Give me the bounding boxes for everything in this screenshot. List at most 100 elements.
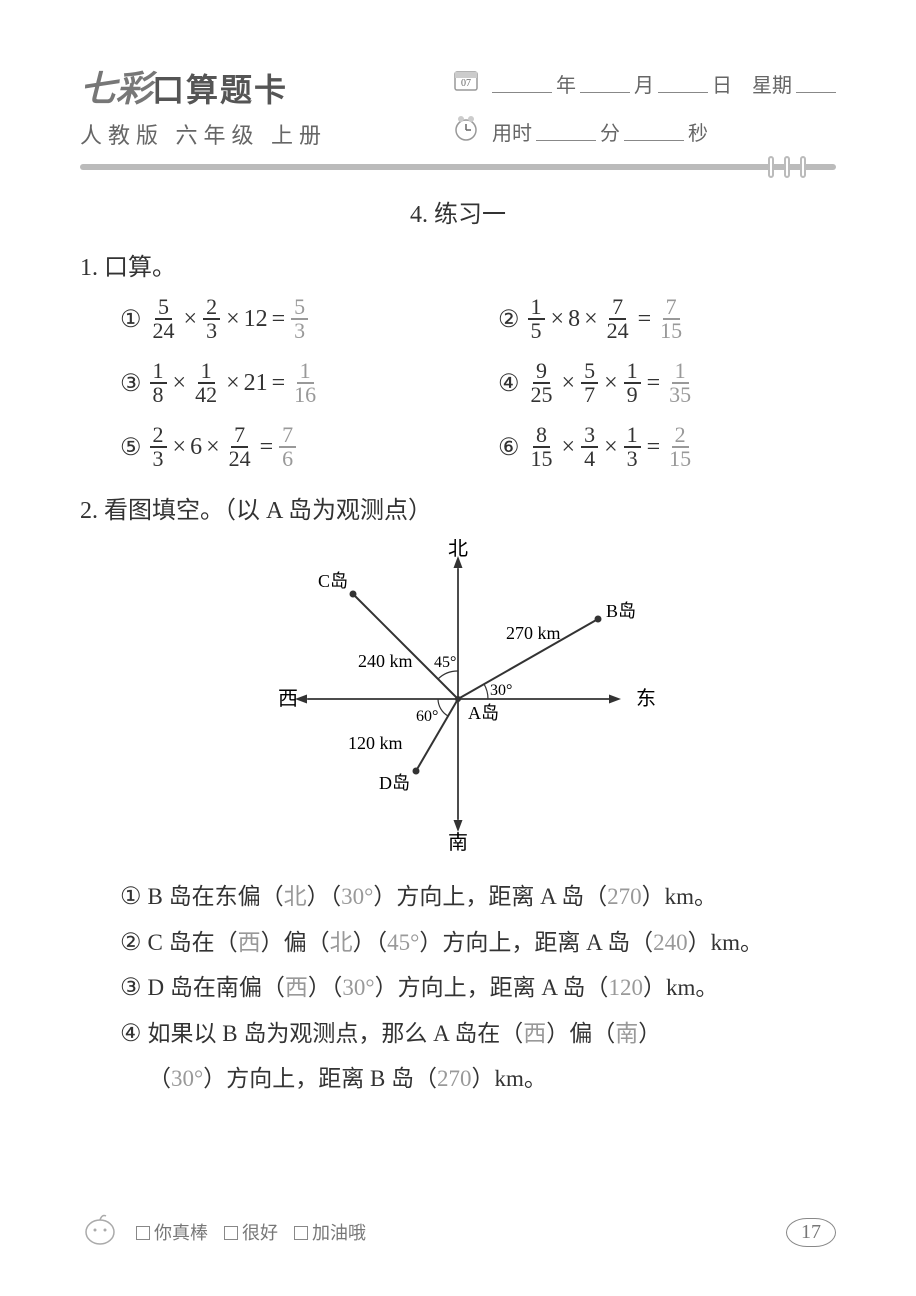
operator: =	[272, 306, 286, 333]
fraction: 925	[528, 360, 556, 406]
b-dist: 270 km	[506, 623, 561, 643]
ans: 西	[238, 921, 261, 965]
item-number: ②	[498, 305, 520, 334]
c-angle: 45°	[434, 654, 456, 671]
fraction: 15	[528, 296, 545, 342]
clock-icon	[452, 114, 480, 148]
q1-label: 1. 口算。	[80, 247, 836, 282]
c-dist: 240 km	[358, 651, 413, 671]
ans: 270	[437, 1057, 472, 1101]
ans: 北	[330, 921, 353, 965]
time-prefix: 用时	[492, 117, 532, 146]
sec-blank[interactable]	[624, 121, 684, 141]
calc-item-2: ②15×8×724=715	[498, 296, 836, 342]
operator: =	[647, 370, 661, 397]
compass-diagram: 北 南 东 西 A岛 B岛 270 km 30° C岛 240 km 45° D…	[238, 539, 678, 859]
item-number: ①	[120, 305, 142, 334]
fill-row-4b: （ 30° ）方向上，距离 B 岛（ 270 ）km。	[120, 1057, 836, 1101]
east-label: 东	[636, 687, 656, 710]
header-right: 07 年 月 日 星期 用时	[452, 66, 836, 148]
circ-2: ②	[120, 921, 142, 967]
weekday-blank[interactable]	[796, 73, 836, 93]
d-dist: 120 km	[348, 733, 403, 753]
fill-row-1: ① B 岛在东偏（ 北 ）（ 30° ）方向上，距离 A 岛（ 270 ）km。	[120, 875, 836, 921]
integer: 6	[190, 434, 202, 461]
fraction: 724	[226, 424, 254, 470]
brand-suffix: 口算题卡	[152, 65, 288, 111]
year-blank[interactable]	[492, 73, 552, 93]
item-number: ⑤	[120, 433, 142, 462]
operator: ×	[184, 306, 198, 333]
fill-list: ① B 岛在东偏（ 北 ）（ 30° ）方向上，距离 A 岛（ 270 ）km。…	[120, 875, 836, 1101]
ans: 南	[615, 1012, 638, 1056]
operator: ×	[173, 370, 187, 397]
answer-fraction: 53	[291, 296, 308, 342]
day-blank[interactable]	[658, 73, 708, 93]
operator: ×	[604, 370, 618, 397]
ans: 北	[284, 875, 307, 919]
ans: 120	[608, 966, 643, 1010]
year-label: 年	[556, 69, 576, 98]
west-label: 西	[278, 688, 298, 710]
chk-3[interactable]: 加油哦	[294, 1219, 366, 1245]
operator: ×	[551, 306, 565, 333]
edition-subtitle: 人教版 六年级 上册	[80, 118, 327, 150]
item-number: ④	[498, 369, 520, 398]
header-left: 七彩 口算题卡 人教版 六年级 上册	[80, 60, 327, 150]
integer: 8	[568, 306, 580, 333]
item-number: ⑥	[498, 433, 520, 462]
answer-fraction: 76	[279, 424, 296, 470]
section-title: 4. 练习一	[80, 194, 836, 229]
calc-grid: ①524×23×12=53②15×8×724=715③18×142×21=116…	[120, 296, 836, 470]
svg-text:07: 07	[461, 78, 471, 89]
integer: 12	[244, 306, 268, 333]
q2-label: 2. 看图填空。（以 A 岛为观测点）	[80, 490, 836, 525]
circ-4: ④	[120, 1012, 142, 1058]
min-label: 分	[600, 117, 620, 146]
fraction: 23	[203, 296, 220, 342]
operator: ×	[562, 370, 576, 397]
item-number: ③	[120, 369, 142, 398]
fraction: 23	[150, 424, 167, 470]
chk-2[interactable]: 很好	[224, 1219, 278, 1245]
b-angle: 30°	[490, 682, 512, 699]
sec-label: 秒	[688, 117, 708, 146]
operator: ×	[206, 434, 220, 461]
footer-left: 你真棒 很好 加油哦	[80, 1208, 366, 1256]
worksheet-header: 七彩 口算题卡 人教版 六年级 上册 07 年 月 日 星期	[80, 60, 836, 150]
circ-1: ①	[120, 875, 142, 921]
answer-fraction: 215	[666, 424, 694, 470]
ans: 30°	[171, 1057, 203, 1101]
footer: 你真棒 很好 加油哦 17	[80, 1208, 836, 1256]
circ-3: ③	[120, 966, 142, 1012]
calc-item-5: ⑤23×6×724=76	[120, 424, 458, 470]
calendar-icon: 07	[452, 66, 480, 100]
c-label: C岛	[318, 571, 348, 591]
south-label: 南	[448, 831, 468, 854]
weekday-label: 星期	[752, 69, 792, 98]
fraction: 524	[150, 296, 178, 342]
fraction: 57	[581, 360, 598, 406]
mascot-icon	[80, 1208, 120, 1256]
ans: 270	[607, 875, 642, 919]
integer: 21	[244, 370, 268, 397]
fraction: 13	[624, 424, 641, 470]
day-label: 日	[712, 69, 732, 98]
time-row: 用时 分 秒	[452, 114, 836, 148]
operator: ×	[226, 306, 240, 333]
calc-item-1: ①524×23×12=53	[120, 296, 458, 342]
answer-fraction: 135	[666, 360, 694, 406]
ans: 45°	[387, 921, 419, 965]
chk-1[interactable]: 你真棒	[136, 1219, 208, 1245]
b-label: B岛	[606, 601, 636, 621]
operator: =	[647, 434, 661, 461]
fraction: 142	[192, 360, 220, 406]
page-number: 17	[786, 1218, 836, 1247]
divider	[80, 164, 836, 170]
month-blank[interactable]	[580, 73, 630, 93]
min-blank[interactable]	[536, 121, 596, 141]
calc-item-6: ⑥815×34×13=215	[498, 424, 836, 470]
fraction: 815	[528, 424, 556, 470]
operator: =	[272, 370, 286, 397]
operator: ×	[226, 370, 240, 397]
